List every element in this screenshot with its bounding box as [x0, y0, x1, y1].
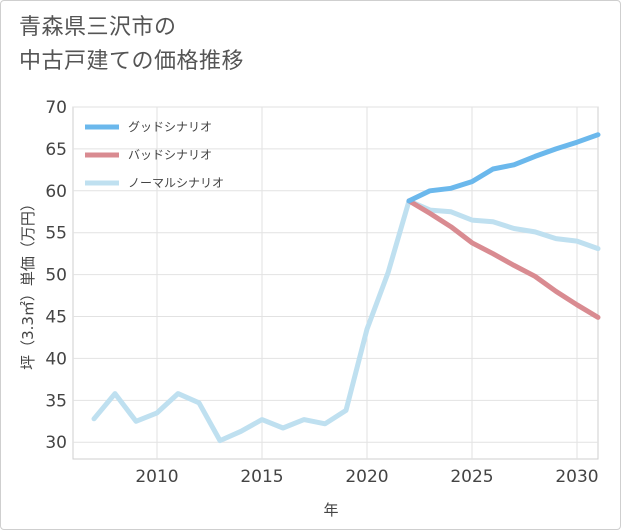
y-tick-label: 70	[45, 98, 67, 118]
x-axis-ticks: 2010 2015 2020 2025 2030	[135, 467, 598, 487]
y-axis-ticks: 30 35 40 45 50 55 60 65 70	[45, 98, 67, 453]
x-tick-label: 2020	[345, 467, 388, 487]
series-line-2	[91, 198, 601, 444]
y-tick-label: 35	[45, 391, 67, 411]
x-tick-label: 2015	[240, 467, 283, 487]
y-tick-label: 55	[45, 224, 67, 244]
x-tick-label: 2030	[555, 467, 598, 487]
chart-title: 青森県三沢市の 中古戸建ての価格推移	[19, 11, 244, 79]
x-axis-label: 年	[323, 501, 338, 519]
y-tick-label: 50	[45, 266, 67, 286]
legend-label: バッドシナリオ	[128, 148, 212, 162]
series-line-0	[406, 132, 601, 204]
y-tick-label: 30	[45, 433, 67, 453]
grid-lines	[73, 106, 598, 459]
chart-title-line-2: 中古戸建ての価格推移	[19, 49, 245, 74]
series-lines	[91, 132, 601, 444]
y-tick-label: 60	[45, 182, 67, 202]
legend-label: ノーマルシナリオ	[128, 176, 224, 190]
y-tick-label: 40	[45, 349, 67, 369]
x-tick-label: 2010	[135, 467, 178, 487]
series-line-1	[406, 198, 601, 320]
y-axis-label: 坪（3.3㎡）単価（万円）	[19, 196, 37, 370]
legend-label: グッドシナリオ	[128, 120, 212, 134]
y-tick-label: 65	[45, 140, 67, 160]
chart-title-line-1: 青森県三沢市の	[19, 15, 177, 40]
y-tick-label: 45	[45, 308, 67, 328]
x-tick-label: 2025	[450, 467, 493, 487]
